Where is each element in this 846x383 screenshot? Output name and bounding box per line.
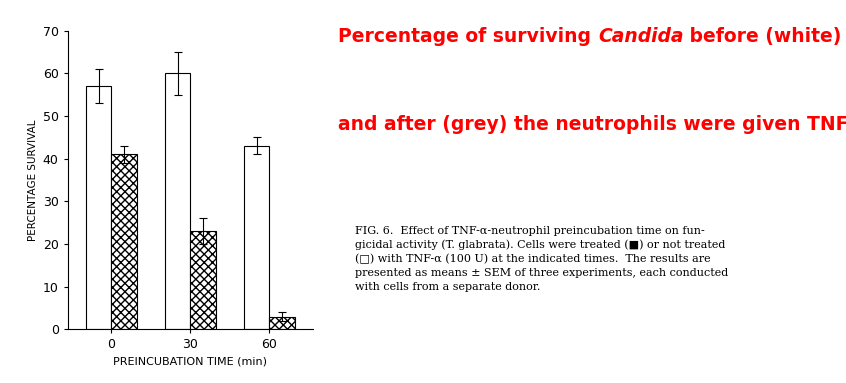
- Bar: [244, 146, 270, 329]
- Bar: [86, 86, 111, 329]
- Bar: [190, 231, 216, 329]
- Bar: [165, 73, 190, 329]
- Text: Percentage of surviving: Percentage of surviving: [338, 27, 598, 46]
- Text: and after (grey) the neutrophils were given TNFα.: and after (grey) the neutrophils were gi…: [338, 115, 846, 134]
- Text: FIG. 6.  Effect of TNF-α-neutrophil preincubation time on fun-
gicidal activity : FIG. 6. Effect of TNF-α-neutrophil prein…: [355, 226, 728, 291]
- Text: before (white): before (white): [684, 27, 842, 46]
- Y-axis label: PERCENTAGE SURVIVAL: PERCENTAGE SURVIVAL: [29, 119, 38, 241]
- Bar: [270, 317, 294, 329]
- X-axis label: PREINCUBATION TIME (min): PREINCUBATION TIME (min): [113, 357, 267, 367]
- Text: Candida: Candida: [598, 27, 684, 46]
- Bar: [111, 154, 136, 329]
